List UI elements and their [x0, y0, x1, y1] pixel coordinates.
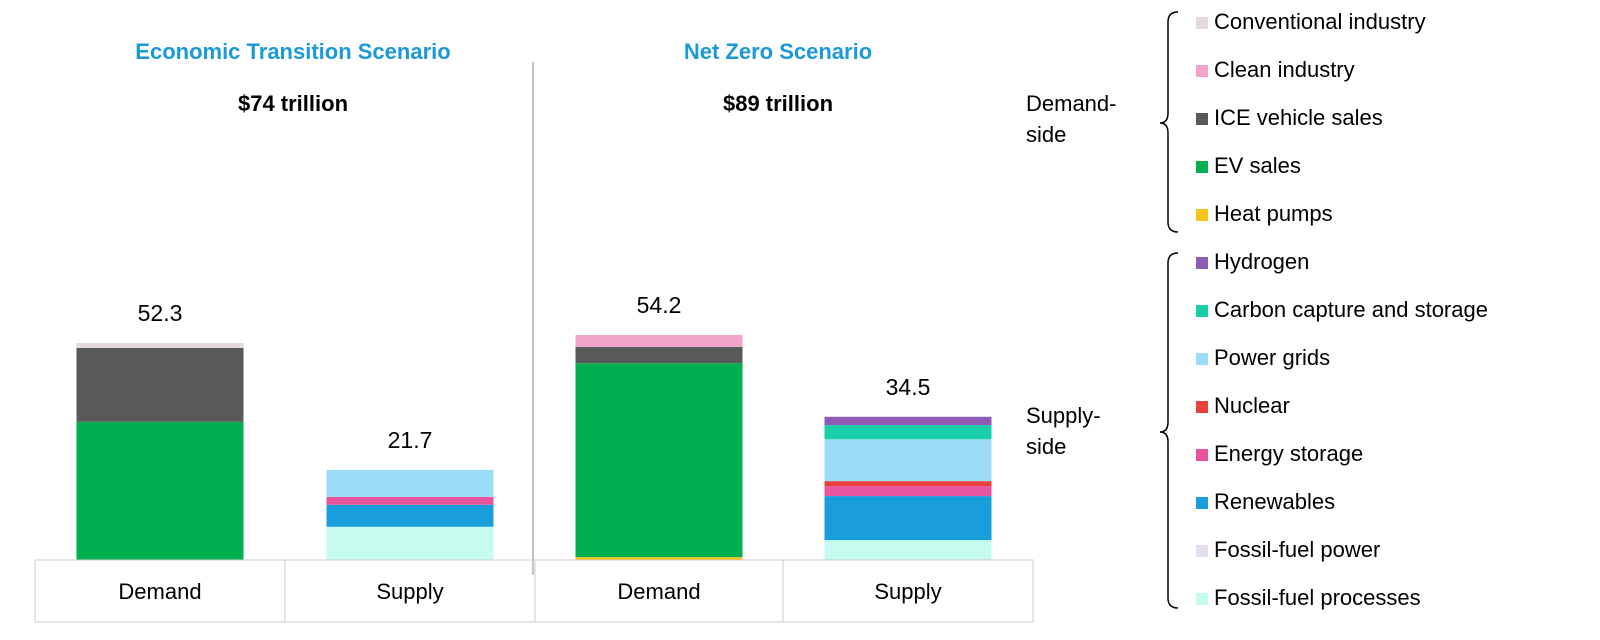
bar-segment: [824, 496, 992, 541]
legend-swatch: [1196, 209, 1208, 221]
legend-label: Conventional industry: [1214, 9, 1426, 34]
bar-segment: [824, 486, 992, 497]
panel-subtitle: $74 trillion: [238, 91, 348, 116]
bar-segment: [76, 342, 244, 348]
legend-swatch: [1196, 113, 1208, 125]
supply-brace: [1159, 252, 1179, 609]
legend-label: Energy storage: [1214, 441, 1363, 466]
bar-segment: [326, 496, 494, 505]
x-tick-label: Demand: [118, 579, 201, 604]
legend-label: Carbon capture and storage: [1214, 297, 1488, 322]
total-label: 34.5: [886, 374, 931, 400]
bar-segment: [824, 416, 992, 426]
bar-segment: [76, 421, 244, 560]
legend-swatch: [1196, 161, 1208, 173]
legend-swatch: [1196, 17, 1208, 29]
bar-segment: [575, 347, 743, 364]
legend-group-label: Supply-: [1026, 403, 1101, 428]
panel-title: Economic Transition Scenario: [135, 39, 450, 64]
legend-swatch: [1196, 305, 1208, 317]
legend-label: Heat pumps: [1214, 201, 1333, 226]
legend-label: Fossil-fuel power: [1214, 537, 1380, 562]
legend-swatch: [1196, 401, 1208, 413]
panel-title: Net Zero Scenario: [684, 39, 872, 64]
bar-segment: [326, 526, 494, 560]
bar-segment: [326, 469, 494, 497]
legend-group-label: side: [1026, 122, 1066, 147]
legend-group-label: Demand-: [1026, 91, 1116, 116]
x-tick-label: Demand: [617, 579, 700, 604]
legend-label: Nuclear: [1214, 393, 1290, 418]
legend-group-label: side: [1026, 434, 1066, 459]
legend-swatch: [1196, 545, 1208, 557]
x-tick-label: Supply: [874, 579, 941, 604]
bar-segment: [824, 540, 992, 560]
bar-segment: [824, 481, 992, 487]
legend-swatch: [1196, 65, 1208, 77]
bar-segment: [76, 347, 244, 422]
legend-swatch: [1196, 449, 1208, 461]
total-label: 54.2: [637, 292, 682, 318]
legend-label: Hydrogen: [1214, 249, 1309, 274]
bar-segment: [575, 363, 743, 558]
legend-label: Fossil-fuel processes: [1214, 585, 1421, 610]
legend-label: ICE vehicle sales: [1214, 105, 1383, 130]
x-tick-label: Supply: [376, 579, 443, 604]
panel-subtitle: $89 trillion: [723, 91, 833, 116]
legend-swatch: [1196, 497, 1208, 509]
legend-label: EV sales: [1214, 153, 1301, 178]
bar-segment: [824, 439, 992, 482]
bar-segment: [575, 335, 743, 348]
demand-brace: [1159, 11, 1179, 233]
legend-swatch: [1196, 593, 1208, 605]
bar-segment: [824, 425, 992, 440]
legend-label: Power grids: [1214, 345, 1330, 370]
total-label: 52.3: [138, 300, 183, 326]
bar-segment: [326, 504, 494, 527]
bar-segment: [575, 557, 743, 560]
legend-label: Clean industry: [1214, 57, 1355, 82]
total-label: 21.7: [388, 427, 433, 453]
legend-label: Renewables: [1214, 489, 1335, 514]
legend-swatch: [1196, 353, 1208, 365]
category-cell: [782, 559, 1034, 623]
legend-swatch: [1196, 257, 1208, 269]
